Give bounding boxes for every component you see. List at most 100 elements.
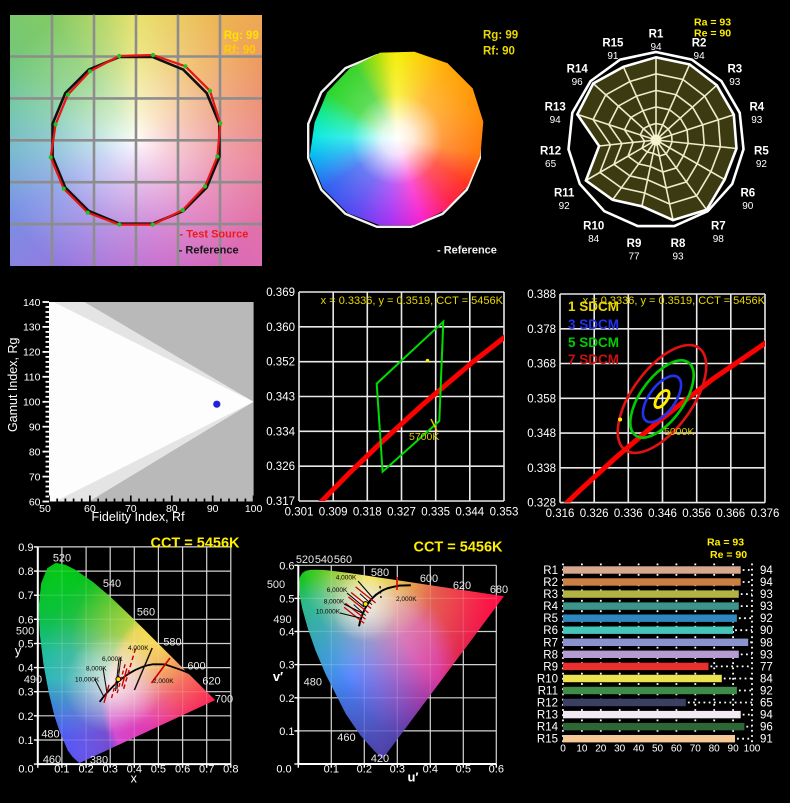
svg-text:91: 91: [607, 51, 619, 62]
svg-text:620: 620: [453, 580, 471, 592]
svg-text:0.358: 0.358: [527, 393, 556, 405]
svg-text:Fidelity Index, Rf: Fidelity Index, Rf: [91, 510, 185, 524]
svg-text:0.352: 0.352: [266, 357, 295, 369]
svg-text:98: 98: [713, 234, 725, 245]
svg-text:2,000K: 2,000K: [153, 678, 174, 685]
svg-text:0.6: 0.6: [18, 614, 33, 626]
svg-text:0.6: 0.6: [489, 764, 504, 776]
svg-text:92: 92: [760, 613, 773, 625]
svg-text:91: 91: [760, 734, 773, 746]
svg-text:0.334: 0.334: [266, 426, 295, 438]
svg-text:u′: u′: [407, 770, 418, 785]
svg-text:0.327: 0.327: [387, 507, 416, 519]
svg-text:R9: R9: [627, 238, 642, 250]
svg-text:1 SDCM: 1 SDCM: [568, 299, 619, 314]
svg-text:90: 90: [742, 201, 754, 212]
svg-text:600: 600: [420, 573, 438, 585]
svg-text:40: 40: [633, 744, 645, 755]
svg-text:0.353: 0.353: [490, 507, 519, 519]
svg-text:R14: R14: [567, 64, 589, 76]
svg-text:90: 90: [29, 422, 41, 434]
svg-text:- Reference: - Reference: [437, 245, 497, 257]
svg-text:0.388: 0.388: [527, 289, 556, 301]
svg-text:60: 60: [671, 744, 683, 755]
svg-text:0.356: 0.356: [682, 508, 711, 520]
svg-text:0.335: 0.335: [421, 507, 450, 519]
svg-text:7 SDCM: 7 SDCM: [568, 352, 619, 367]
svg-text:560: 560: [137, 607, 155, 619]
svg-text:0.4: 0.4: [279, 627, 294, 639]
svg-text:0.1: 0.1: [54, 764, 69, 776]
svg-text:Rf: 90: Rf: 90: [483, 46, 515, 58]
svg-text:R14: R14: [537, 722, 559, 734]
svg-text:94: 94: [760, 710, 773, 722]
svg-text:140: 140: [23, 297, 41, 309]
svg-text:120: 120: [23, 347, 41, 359]
svg-text:0.4: 0.4: [127, 764, 142, 776]
svg-text:0.4: 0.4: [423, 764, 438, 776]
svg-text:0.344: 0.344: [455, 507, 484, 519]
svg-text:20: 20: [595, 744, 607, 755]
svg-text:93: 93: [729, 77, 741, 88]
svg-text:480: 480: [304, 676, 322, 688]
svg-text:0.2: 0.2: [357, 764, 372, 776]
svg-text:R7: R7: [711, 220, 726, 232]
svg-text:Ra = 93: Ra = 93: [707, 537, 744, 549]
svg-text:460: 460: [43, 754, 61, 766]
svg-text:Re = 90: Re = 90: [710, 549, 747, 561]
svg-text:60: 60: [84, 503, 96, 515]
svg-text:93: 93: [672, 252, 684, 263]
svg-text:0.7: 0.7: [199, 764, 214, 776]
svg-text:93: 93: [760, 589, 773, 601]
svg-text:490: 490: [273, 614, 291, 626]
svg-text:0.6: 0.6: [279, 560, 294, 572]
svg-text:0.366: 0.366: [716, 508, 745, 520]
svg-text:0.318: 0.318: [353, 507, 382, 519]
svg-text:y: y: [15, 644, 22, 658]
svg-text:R2: R2: [543, 577, 558, 589]
svg-text:0.2: 0.2: [78, 764, 93, 776]
svg-text:96: 96: [572, 77, 584, 88]
svg-text:Ra = 93: Ra = 93: [694, 17, 731, 29]
svg-text:4,000K: 4,000K: [336, 575, 357, 582]
svg-text:680: 680: [490, 584, 508, 596]
svg-text:0.309: 0.309: [319, 507, 348, 519]
svg-text:8,000K: 8,000K: [324, 599, 345, 606]
svg-text:0.2: 0.2: [18, 711, 33, 723]
svg-text:Rg: 99: Rg: 99: [224, 30, 259, 42]
svg-text:R1: R1: [649, 29, 664, 41]
svg-text:8,000K: 8,000K: [86, 666, 107, 673]
svg-text:50: 50: [652, 744, 664, 755]
svg-text:R9: R9: [543, 661, 558, 673]
svg-text:4,000K: 4,000K: [128, 645, 149, 652]
svg-text:R10: R10: [583, 220, 604, 232]
svg-text:3 SDCM: 3 SDCM: [568, 317, 619, 332]
svg-text:R4: R4: [749, 102, 764, 114]
svg-text:65: 65: [760, 698, 773, 710]
svg-text:0.5: 0.5: [456, 764, 471, 776]
svg-text:580: 580: [163, 637, 181, 649]
svg-text:R2: R2: [692, 38, 707, 50]
svg-text:0.5: 0.5: [279, 593, 294, 605]
svg-text:- Reference: - Reference: [179, 245, 239, 257]
svg-text:10,000K: 10,000K: [316, 609, 341, 616]
svg-text:0.4: 0.4: [18, 663, 33, 675]
svg-text:0.3: 0.3: [103, 764, 118, 776]
svg-text:100: 100: [245, 503, 263, 515]
svg-text:0.5: 0.5: [18, 639, 33, 651]
svg-text:100: 100: [23, 397, 41, 409]
svg-text:R12: R12: [537, 698, 558, 710]
svg-text:520: 520: [296, 554, 314, 566]
svg-text:0.2: 0.2: [279, 693, 294, 705]
svg-text:0.0: 0.0: [18, 764, 33, 776]
svg-text:77: 77: [760, 661, 773, 673]
svg-text:0.376: 0.376: [751, 508, 780, 520]
svg-text:0.3: 0.3: [18, 687, 33, 699]
svg-text:0.360: 0.360: [266, 322, 295, 334]
svg-text:130: 130: [23, 322, 41, 334]
svg-text:R6: R6: [740, 188, 755, 200]
svg-text:R8: R8: [671, 238, 686, 250]
svg-text:90: 90: [207, 503, 219, 515]
svg-text:80: 80: [709, 744, 721, 755]
svg-text:R4: R4: [543, 601, 558, 613]
